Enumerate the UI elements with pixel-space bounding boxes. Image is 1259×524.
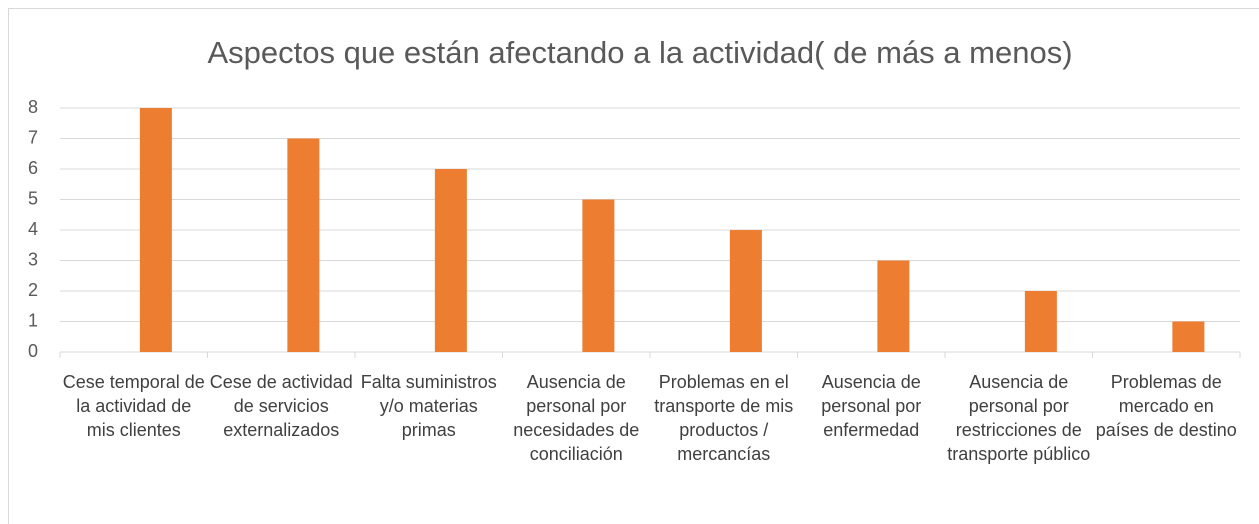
- x-tick-label: Cese de actividad de servicios externali…: [209, 372, 353, 440]
- x-tick-label: Ausencia de personal por enfermedad: [821, 372, 922, 440]
- bar: [1024, 291, 1057, 352]
- y-tick-label: 5: [28, 188, 38, 208]
- y-tick-label: 2: [28, 280, 38, 300]
- x-tick-label: Cese temporal de la actividad de mis cli…: [62, 372, 205, 440]
- y-tick-label: 0: [28, 341, 38, 361]
- bar: [729, 230, 762, 352]
- y-tick-label: 7: [28, 127, 38, 147]
- chart-border: [8, 8, 1259, 524]
- x-tick-label: Problemas en el transporte de mis produc…: [654, 372, 794, 464]
- bar: [287, 138, 320, 352]
- y-tick-label: 8: [28, 97, 38, 117]
- x-tick-label: Ausencia de personal por restricciones d…: [947, 372, 1091, 464]
- y-tick-label: 3: [28, 249, 38, 269]
- x-tick-label: Falta suministros y/o materias primas: [360, 372, 497, 440]
- y-tick-label: 4: [28, 219, 38, 239]
- y-tick-label: 1: [28, 310, 38, 330]
- x-tick-label: Ausencia de personal por necesidades de …: [513, 372, 640, 464]
- chart-title: Aspectos que están afectando a la activi…: [207, 35, 1072, 70]
- x-tick-label: Problemas de mercado en países de destin…: [1095, 372, 1237, 440]
- bar: [877, 260, 910, 352]
- bar: [582, 199, 615, 352]
- y-tick-label: 6: [28, 158, 38, 178]
- bar: [434, 169, 467, 352]
- bar: [1172, 321, 1205, 352]
- bar: [139, 108, 172, 352]
